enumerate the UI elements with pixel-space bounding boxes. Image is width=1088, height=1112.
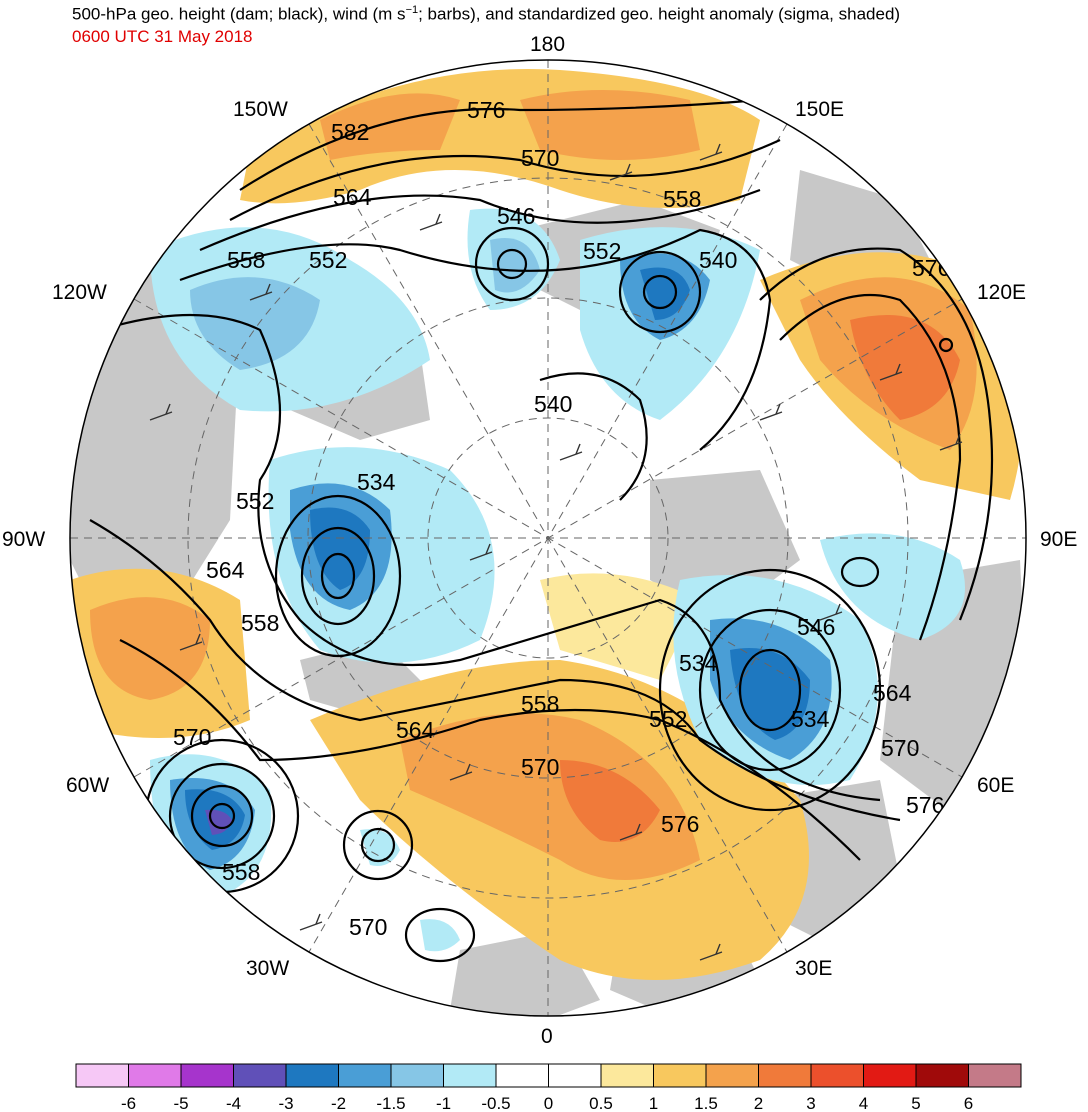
height-label: 576	[912, 255, 950, 281]
lon-label-180: 180	[530, 33, 565, 56]
colorbar-tick-label: -4	[226, 1094, 241, 1112]
height-label: 570	[173, 724, 211, 750]
colorbar-tick-label: -0.5	[481, 1094, 510, 1112]
colorbar-swatch	[968, 1063, 1022, 1088]
lon-label-150e: 150E	[795, 98, 844, 121]
height-label: 558	[663, 186, 701, 212]
colorbar-tick-label: 6	[964, 1094, 973, 1112]
colorbar-tick-label: 0	[544, 1094, 553, 1112]
height-label: 540	[534, 391, 572, 417]
lon-label-30w: 30W	[246, 957, 289, 980]
colorbar-swatch	[758, 1063, 812, 1088]
colorbar-tick-label: 5	[911, 1094, 920, 1112]
colorbar-swatch	[863, 1063, 917, 1088]
colorbar-swatch	[705, 1063, 759, 1088]
colorbar-swatch	[180, 1063, 234, 1088]
colorbar-tick-label: 4	[859, 1094, 868, 1112]
colorbar-tick-label: 2	[754, 1094, 763, 1112]
lon-label-60w: 60W	[66, 774, 109, 797]
colorbar-swatch	[810, 1063, 864, 1088]
colorbar-swatch	[338, 1063, 392, 1088]
colorbar-tick-label: -6	[121, 1094, 136, 1112]
height-label: 564	[396, 717, 435, 743]
colorbar-swatch	[233, 1063, 287, 1088]
colorbar-tick-label: -5	[173, 1094, 188, 1112]
height-label: 558	[241, 610, 279, 636]
lon-label-90e: 90E	[1040, 528, 1077, 551]
height-label: 564	[206, 557, 245, 583]
colorbar-tick-label: 1	[649, 1094, 658, 1112]
height-label: 552	[649, 706, 687, 732]
colorbar-swatch	[390, 1063, 444, 1088]
height-label: 564	[873, 680, 912, 706]
height-labels: 576 582 570 564 546 558 552 558 552 540 …	[173, 97, 950, 940]
height-label: 534	[791, 706, 830, 732]
height-label: 552	[236, 488, 274, 514]
height-label: 552	[583, 238, 621, 264]
lon-label-150w: 150W	[233, 98, 288, 121]
colorbar-swatch	[653, 1063, 707, 1088]
chart-title: 500-hPa geo. height (dam; black), wind (…	[72, 4, 901, 24]
colorbar-swatch	[548, 1063, 602, 1088]
height-label: 570	[521, 145, 559, 171]
height-label: 540	[699, 247, 737, 273]
colorbar-tick-label: 3	[806, 1094, 815, 1112]
lon-label-60e: 60E	[977, 774, 1014, 797]
colorbar-swatch	[128, 1063, 182, 1088]
height-label: 558	[222, 859, 260, 885]
map-disk: 576 582 570 564 546 558 552 558 552 540 …	[70, 60, 1026, 1016]
height-label: 534	[679, 650, 718, 676]
map-border	[69, 59, 1027, 1017]
colorbar-tick-label: -1.5	[376, 1094, 405, 1112]
height-label: 546	[497, 203, 535, 229]
height-label: 564	[333, 184, 372, 210]
height-contours	[89, 98, 994, 963]
lon-label-120w: 120W	[52, 281, 107, 304]
height-label: 582	[331, 119, 369, 145]
height-label: 546	[797, 614, 835, 640]
lon-label-0: 0	[541, 1025, 553, 1048]
colorbar-swatch	[915, 1063, 969, 1088]
colorbar-tick-label: -3	[278, 1094, 293, 1112]
colorbar-swatch	[75, 1063, 129, 1088]
colorbar-tick-label: -1	[436, 1094, 451, 1112]
longitude-labels: 180 0 90W 90E 150W 120W 150E 120E 60W 30…	[2, 33, 1077, 1048]
height-label: 570	[881, 735, 919, 761]
colorbar: -6 -5 -4 -3 -2 -1.5 -1 -0.5 0 0.5 1 1.5 2 3 4 5 6	[75, 1063, 1022, 1112]
height-label: 576	[661, 811, 699, 837]
colorbar-tick-label: 1.5	[694, 1094, 718, 1112]
colorbar-tick-label: 0.5	[589, 1094, 613, 1112]
colorbar-swatch	[443, 1063, 497, 1088]
lon-label-90w: 90W	[2, 528, 45, 551]
lon-label-30e: 30E	[795, 957, 832, 980]
colorbar-swatch	[285, 1063, 339, 1088]
height-label: 570	[349, 914, 387, 940]
wind-barbs	[149, 143, 963, 961]
colorbar-tick-label: -2	[331, 1094, 346, 1112]
height-label: 576	[467, 97, 505, 123]
height-label: 558	[521, 691, 559, 717]
height-label: 534	[357, 469, 396, 495]
height-label: 570	[521, 754, 559, 780]
height-label: 558	[227, 247, 265, 273]
valid-time: 0600 UTC 31 May 2018	[72, 27, 253, 46]
lon-label-120e: 120E	[977, 281, 1026, 304]
colorbar-swatch	[495, 1063, 549, 1088]
height-label: 552	[309, 247, 347, 273]
colorbar-swatch	[600, 1063, 654, 1088]
